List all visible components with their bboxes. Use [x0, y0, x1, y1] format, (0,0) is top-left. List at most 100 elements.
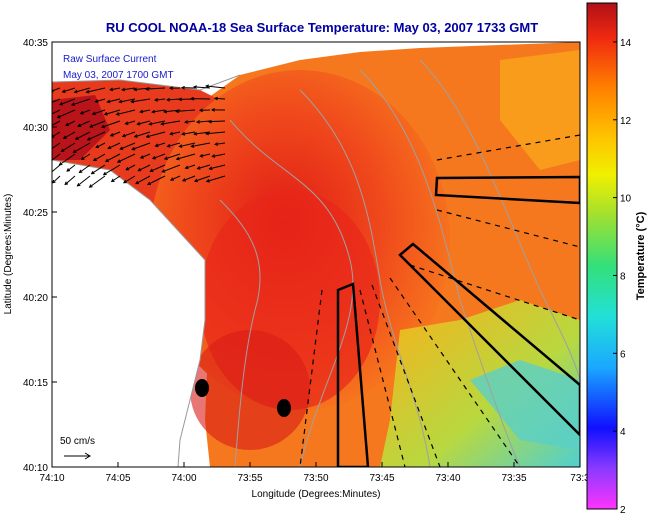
current-vector	[150, 164, 166, 172]
current-vector-head	[66, 168, 71, 172]
current-vector	[161, 120, 181, 125]
current-vector-head	[163, 109, 168, 114]
current-vector	[152, 109, 166, 113]
current-vector	[164, 153, 181, 160]
current-vector-head	[73, 89, 78, 94]
current-vector	[185, 120, 196, 123]
current-vector-head	[65, 122, 70, 127]
current-vector-head	[135, 180, 139, 185]
current-vector	[119, 98, 136, 103]
current-vector	[137, 120, 151, 125]
current-vector-head	[168, 86, 173, 91]
current-vector-head	[91, 111, 96, 116]
x-tick-label: 73:40	[435, 473, 460, 484]
current-vector-head	[144, 87, 149, 91]
colorbar-tick-label: 10	[620, 194, 632, 205]
current-vector	[194, 175, 211, 182]
current-vector-head	[214, 142, 219, 146]
current-vector	[71, 98, 91, 106]
current-vector	[64, 175, 76, 185]
current-vector-head	[139, 155, 144, 159]
current-vector-head	[137, 167, 142, 172]
current-vector-head	[210, 108, 215, 112]
current-vector-head	[89, 124, 94, 128]
current-vector	[105, 153, 121, 162]
current-vector	[117, 153, 136, 163]
x-axis-label: Longitude (Degrees:Minutes)	[252, 489, 381, 500]
current-vector	[122, 87, 136, 91]
current-vector-head	[121, 133, 126, 138]
current-vector-head	[145, 134, 150, 139]
current-vector-head	[205, 84, 210, 89]
current-vector	[135, 175, 151, 185]
current-vector	[122, 131, 136, 137]
current-vector	[162, 164, 181, 173]
current-vector	[125, 120, 136, 125]
y-tick-label: 40:20	[23, 293, 48, 304]
current-vector	[107, 142, 121, 149]
current-vector	[62, 87, 76, 93]
current-vector-head	[85, 89, 90, 94]
current-vector-head	[175, 156, 180, 161]
current-vector	[206, 85, 226, 89]
current-vector	[91, 164, 106, 175]
current-vector	[80, 109, 91, 115]
current-vector	[152, 153, 166, 160]
colorbar-ticks: 14 12 10 8 6 4 2	[613, 38, 632, 515]
current-vector-head	[90, 170, 95, 175]
current-vector	[134, 131, 151, 138]
current-vector	[209, 164, 226, 170]
x-tick-label: 73:3	[570, 473, 590, 484]
current-vector	[214, 97, 226, 100]
current-vector	[140, 109, 151, 113]
x-tick-label: 73:55	[237, 473, 262, 484]
current-vector	[200, 153, 211, 157]
colorbar-tick-label: 6	[620, 349, 626, 360]
current-vector-head	[130, 99, 135, 104]
current-vector-head	[45, 174, 48, 177]
current-vector	[59, 153, 76, 166]
current-vector-head	[118, 99, 123, 104]
current-vector-head	[136, 121, 141, 126]
current-vector	[138, 164, 151, 172]
current-vector	[52, 175, 61, 184]
current-vector-head	[74, 136, 79, 140]
current-vector	[176, 153, 196, 160]
current-vector-head	[124, 121, 129, 125]
current-vector-head	[46, 115, 49, 118]
map-title: RU COOL NOAA-18 Sea Surface Temperature:…	[106, 20, 538, 35]
current-vector-head	[181, 131, 186, 136]
x-axis-ticks: 74:10 74:05 74:00 73:55 73:50 73:45 73:40 73:35…	[39, 462, 590, 484]
current-vector-head	[169, 131, 174, 136]
current-vector	[131, 98, 151, 103]
current-vector-head	[104, 158, 109, 162]
current-vector-head	[151, 155, 156, 160]
current-vector-head	[78, 169, 83, 174]
current-vector	[61, 142, 76, 152]
current-vector	[116, 109, 136, 116]
current-vector-head	[199, 153, 204, 158]
current-vector	[166, 98, 181, 101]
current-vector-head	[52, 88, 54, 93]
current-vector-head	[79, 110, 84, 115]
current-vector	[52, 164, 61, 173]
current-vector	[95, 142, 106, 149]
x-tick-label: 73:35	[501, 473, 526, 484]
current-vector-head	[76, 182, 81, 187]
current-vector-head	[207, 119, 212, 124]
current-vector-head	[103, 112, 108, 116]
current-vector-head	[86, 137, 91, 141]
current-vector-head	[189, 96, 194, 101]
y-axis-label: Latitude (Degrees:Minutes)	[3, 194, 14, 315]
current-vector-head	[56, 114, 61, 119]
current-vector-head	[52, 179, 56, 184]
current-vector	[147, 175, 166, 185]
current-vector	[123, 175, 136, 184]
current-vector-head	[101, 124, 106, 129]
current-vector	[155, 98, 166, 101]
current-vector	[93, 153, 106, 161]
current-vector-head	[166, 143, 171, 148]
current-vector	[111, 175, 121, 182]
current-vector	[110, 131, 121, 137]
current-vector-head	[205, 131, 210, 136]
